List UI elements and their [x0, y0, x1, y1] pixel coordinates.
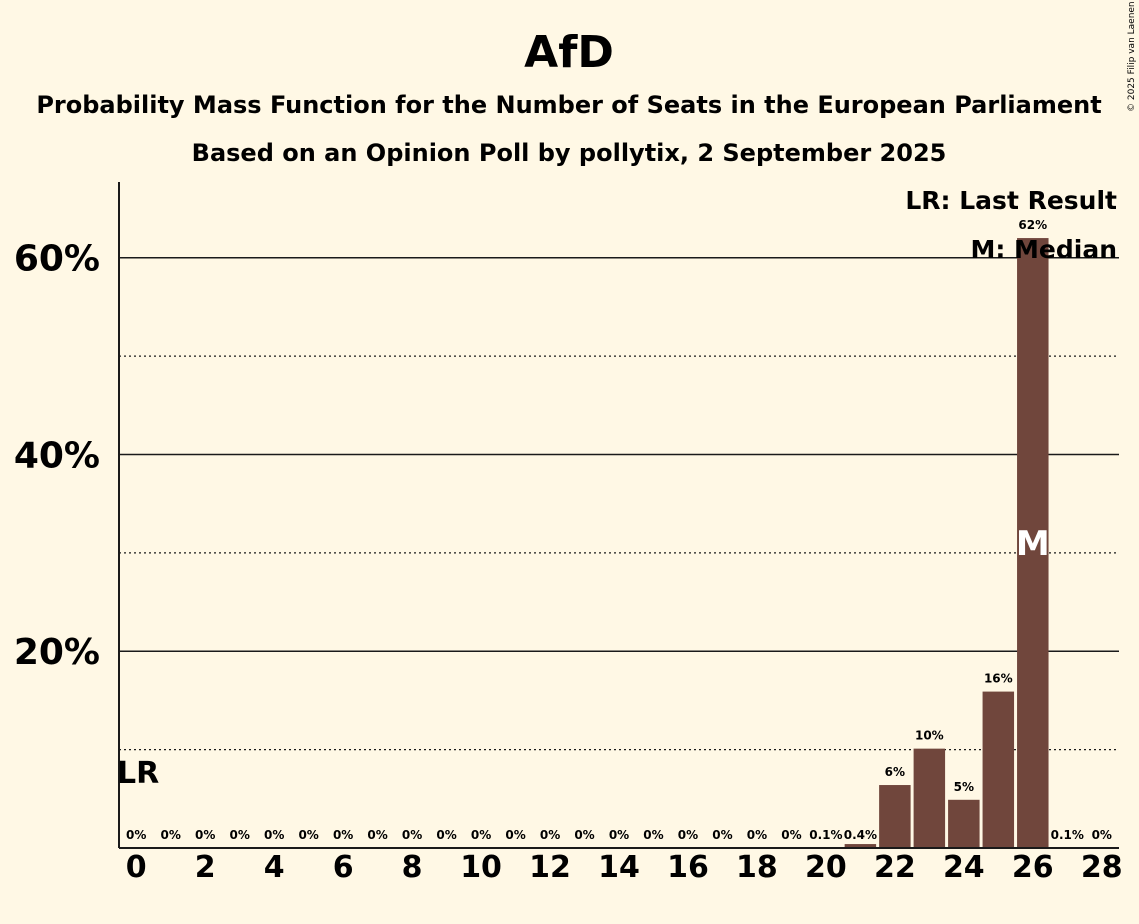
bar-value-label: 0%	[747, 828, 767, 842]
x-tick-label: 24	[943, 850, 985, 885]
bar-value-label: 0%	[333, 828, 353, 842]
x-tick-label: 0	[126, 850, 147, 885]
gridlines	[119, 256, 1119, 751]
bar-value-label: 0%	[436, 828, 456, 842]
bar-value-label: 5%	[954, 780, 974, 794]
bar-value-label: 0%	[471, 828, 491, 842]
chart-title: AfD	[524, 27, 614, 78]
x-tick-label: 28	[1081, 850, 1123, 885]
bar-value-label: 0%	[264, 828, 284, 842]
bar-value-labels: 0% 0% 0% 0% 0% 0% 0% 0% 0% 0% 0% 0% 0% 0% 0% 0% 0% 0% 0% 0%…	[126, 218, 1112, 842]
bar-value-label: 0%	[161, 828, 181, 842]
axes	[118, 182, 1119, 849]
bar-value-label: 16%	[984, 672, 1013, 686]
x-tick-label: 10	[460, 850, 502, 885]
x-tick-label: 22	[874, 850, 916, 885]
bar	[844, 844, 877, 848]
copyright-note: © 2025 Filip van Laenen	[1127, 1, 1137, 112]
bar-value-label: 0%	[781, 828, 801, 842]
bar-value-label: 62%	[1018, 218, 1047, 232]
x-tick-label: 8	[402, 850, 423, 885]
chart-source: Based on an Opinion Poll by pollytix, 2 …	[192, 139, 947, 167]
bar-value-label: 0%	[298, 828, 318, 842]
x-tick-label: 16	[667, 850, 709, 885]
x-tick-label: 2	[195, 850, 216, 885]
x-tick-label: 20	[805, 850, 847, 885]
bar-value-label: 0%	[1092, 828, 1112, 842]
bar-value-label: 0%	[367, 828, 387, 842]
bar-value-label: 0.1%	[809, 828, 842, 842]
bar-value-label: 0%	[712, 828, 732, 842]
bar	[913, 748, 946, 848]
bar-value-label: 0%	[574, 828, 594, 842]
bar-value-label: 0%	[195, 828, 215, 842]
bar-value-label: 0%	[126, 828, 146, 842]
legend-median: M: Median	[970, 235, 1117, 264]
bars	[810, 238, 1084, 848]
bar	[1017, 238, 1049, 848]
bar-value-label: 6%	[885, 765, 905, 779]
last-result-marker: LR	[117, 756, 159, 791]
bar-value-label: 10%	[915, 729, 944, 743]
y-tick-label: 60%	[14, 239, 100, 280]
y-tick-label: 20%	[14, 632, 100, 673]
x-tick-label: 12	[529, 850, 571, 885]
bar-value-label: 0.4%	[844, 828, 877, 842]
bar	[879, 785, 911, 848]
bar-value-label: 0%	[678, 828, 698, 842]
median-marker: M	[1016, 524, 1050, 564]
legend-last-result: LR: Last Result	[905, 186, 1117, 215]
bar-value-label: 0%	[540, 828, 560, 842]
x-tick-label: 4	[264, 850, 285, 885]
y-tick-labels: 20% 40% 60%	[14, 239, 100, 674]
bar-value-label: 0%	[643, 828, 663, 842]
bar-value-label: 0.1%	[1051, 828, 1084, 842]
x-tick-label: 6	[333, 850, 354, 885]
bar-value-label: 0%	[505, 828, 525, 842]
bar	[982, 691, 1015, 848]
chart-subtitle: Probability Mass Function for the Number…	[36, 91, 1101, 119]
bar-value-label: 0%	[402, 828, 422, 842]
x-tick-labels: 0 2 4 6 8 10 12 14 16 18 20 22 24 26 28	[126, 850, 1123, 885]
bar	[948, 799, 980, 848]
bar-value-label: 0%	[609, 828, 629, 842]
x-tick-label: 26	[1012, 850, 1054, 885]
x-tick-label: 18	[736, 850, 778, 885]
y-tick-label: 40%	[14, 435, 100, 476]
bar-value-label: 0%	[230, 828, 250, 842]
x-tick-label: 14	[598, 850, 640, 885]
